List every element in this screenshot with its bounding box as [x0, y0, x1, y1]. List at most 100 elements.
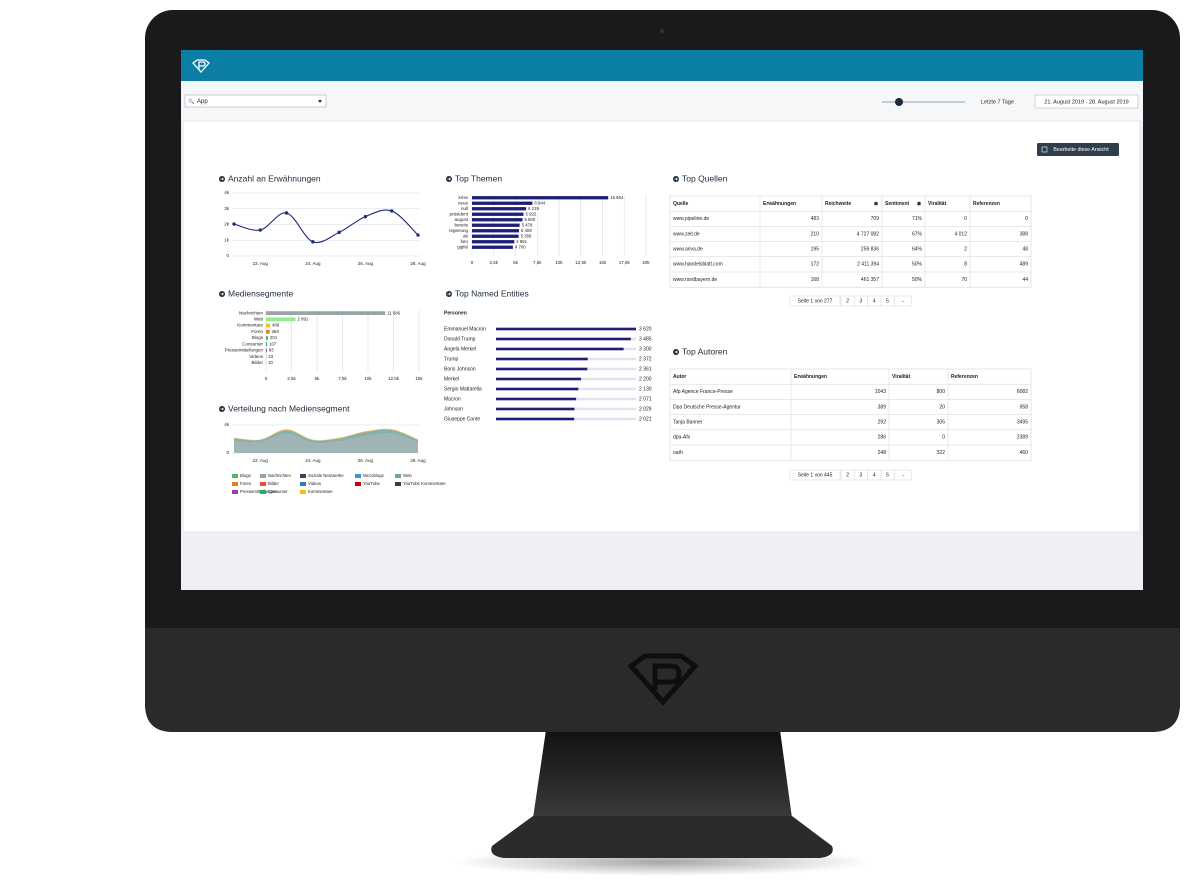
x-tick-label: 5k — [513, 260, 519, 265]
pagination-button-label[interactable]: → — [900, 298, 905, 304]
table-cell: 305 — [937, 420, 946, 426]
table-cell: 48 — [1022, 247, 1028, 253]
table-cell: 172 — [811, 262, 820, 268]
legend-label[interactable]: Kommentare — [308, 489, 333, 494]
legend-label[interactable]: YouTube — [363, 481, 380, 486]
edit-button[interactable] — [1037, 143, 1119, 156]
pagination-button[interactable] — [893, 469, 912, 481]
legend-swatch[interactable] — [260, 482, 266, 486]
table-cell: 286 — [878, 435, 887, 441]
entity-label: Trump — [444, 356, 458, 362]
table-cell: 2 — [964, 247, 967, 253]
bar — [266, 311, 386, 315]
y-tick-label: 3k — [224, 206, 230, 211]
date-range-box[interactable] — [1034, 94, 1139, 109]
bar — [266, 317, 296, 322]
legend-swatch[interactable] — [300, 490, 306, 494]
legend-swatch[interactable] — [355, 482, 361, 486]
y-tick-label: 2k — [224, 222, 230, 227]
column-header: Referenzen — [973, 201, 1000, 207]
value-label: 10 — [268, 360, 273, 365]
legend-label[interactable]: Consumer — [268, 489, 288, 494]
legend-swatch[interactable] — [232, 490, 238, 494]
pagination-button[interactable] — [893, 295, 912, 307]
table-cell: 2 411 394 — [857, 262, 879, 268]
bar — [266, 329, 270, 334]
table-cell: oath — [673, 450, 683, 456]
pagination-button-label[interactable]: 3 — [860, 472, 863, 478]
legend-swatch[interactable] — [395, 474, 401, 478]
x-tick-label: 10k — [364, 376, 372, 381]
table-cell: 195 — [811, 247, 820, 253]
bar — [266, 348, 267, 353]
legend-swatch[interactable] — [355, 474, 361, 478]
x-tick-label: 22. Aug — [253, 458, 269, 463]
legend-swatch[interactable] — [300, 482, 306, 486]
y-tick-label: 0 — [226, 450, 229, 455]
pagination-button-label[interactable]: → — [900, 472, 905, 478]
bar — [472, 223, 520, 227]
legend-swatch[interactable] — [260, 490, 266, 494]
title-icon-arrow — [447, 177, 451, 181]
legend-swatch[interactable] — [395, 482, 401, 486]
pagination-button-label[interactable]: 5 — [886, 298, 889, 304]
legend-label[interactable]: Soziale Netzwerke — [308, 473, 344, 478]
legend-label[interactable]: Microblogs — [363, 473, 384, 478]
category-label: Bilder — [251, 360, 263, 365]
monitor-base — [491, 816, 833, 858]
bar — [266, 336, 269, 340]
value-label: 2 130 — [639, 386, 652, 392]
table-cell: 44 — [1022, 277, 1028, 283]
pagination-button-label[interactable]: 2 — [846, 298, 849, 304]
bar — [496, 397, 577, 401]
legend-label[interactable]: Foren — [240, 481, 252, 486]
table-cell: www.pipeline.de — [673, 216, 709, 222]
range-slider-knob[interactable] — [895, 98, 903, 106]
column-header: Sentiment — [885, 201, 910, 207]
pagination-button-label[interactable]: 5 — [886, 472, 889, 478]
x-tick-label: 15k — [415, 376, 423, 381]
pagination-button-label[interactable]: 3 — [860, 298, 863, 304]
edit-button-label: Bearbeite diese Ansicht — [1053, 147, 1109, 153]
legend-swatch[interactable] — [232, 482, 238, 486]
bar — [472, 245, 513, 249]
x-tick-label: 28. Aug — [410, 261, 426, 266]
category-label: Nachrichten — [239, 310, 264, 315]
legend-label[interactable]: Videos — [308, 481, 321, 486]
table-cell: 64% — [912, 247, 923, 253]
table-cell: 322 — [937, 450, 946, 456]
value-label: 201 — [270, 335, 278, 340]
chart-title: Anzahl an Erwähnungen — [228, 173, 321, 183]
legend-label[interactable]: Pressemitteilungen — [240, 489, 277, 494]
app-select[interactable] — [184, 94, 327, 108]
legend-swatch[interactable] — [300, 474, 306, 478]
pagination-label-box — [789, 469, 841, 481]
point — [311, 240, 315, 244]
table-cell: 6082 — [1017, 389, 1028, 395]
value-label: 5 358 — [521, 233, 532, 238]
table-cell: 4 727 082 — [857, 231, 879, 237]
category-label: foto — [460, 239, 468, 244]
bar — [496, 327, 636, 331]
pagination-button-label[interactable]: 2 — [846, 472, 849, 478]
pagination-button-label[interactable]: 4 — [873, 472, 876, 478]
chart-title: Verteilung nach Mediensegment — [228, 403, 350, 413]
table-cell: 2389 — [1017, 435, 1028, 441]
legend-swatch[interactable] — [232, 474, 238, 478]
category-label: ab — [463, 233, 469, 238]
legend-label[interactable]: Bilder — [268, 481, 280, 486]
legend-label[interactable]: Blogs — [240, 473, 251, 478]
category-label: null — [461, 206, 468, 211]
legend-label[interactable]: YouTube Kommentare — [403, 481, 446, 486]
table-cell: 800 — [937, 389, 946, 395]
entity-label: Angela Merkel — [444, 346, 476, 352]
legend-label[interactable]: Web — [403, 473, 412, 478]
y-tick-label: 0 — [226, 253, 229, 258]
pagination-button-label[interactable]: 4 — [873, 298, 876, 304]
x-tick-label: 24. Aug — [305, 458, 321, 463]
column-header: Erwähnungen — [763, 201, 796, 207]
legend-swatch[interactable] — [260, 474, 266, 478]
table-cell: 259 836 — [861, 247, 879, 253]
legend-label[interactable]: Nachrichten — [268, 473, 292, 478]
chart-title: Top Named Entities — [455, 288, 529, 298]
